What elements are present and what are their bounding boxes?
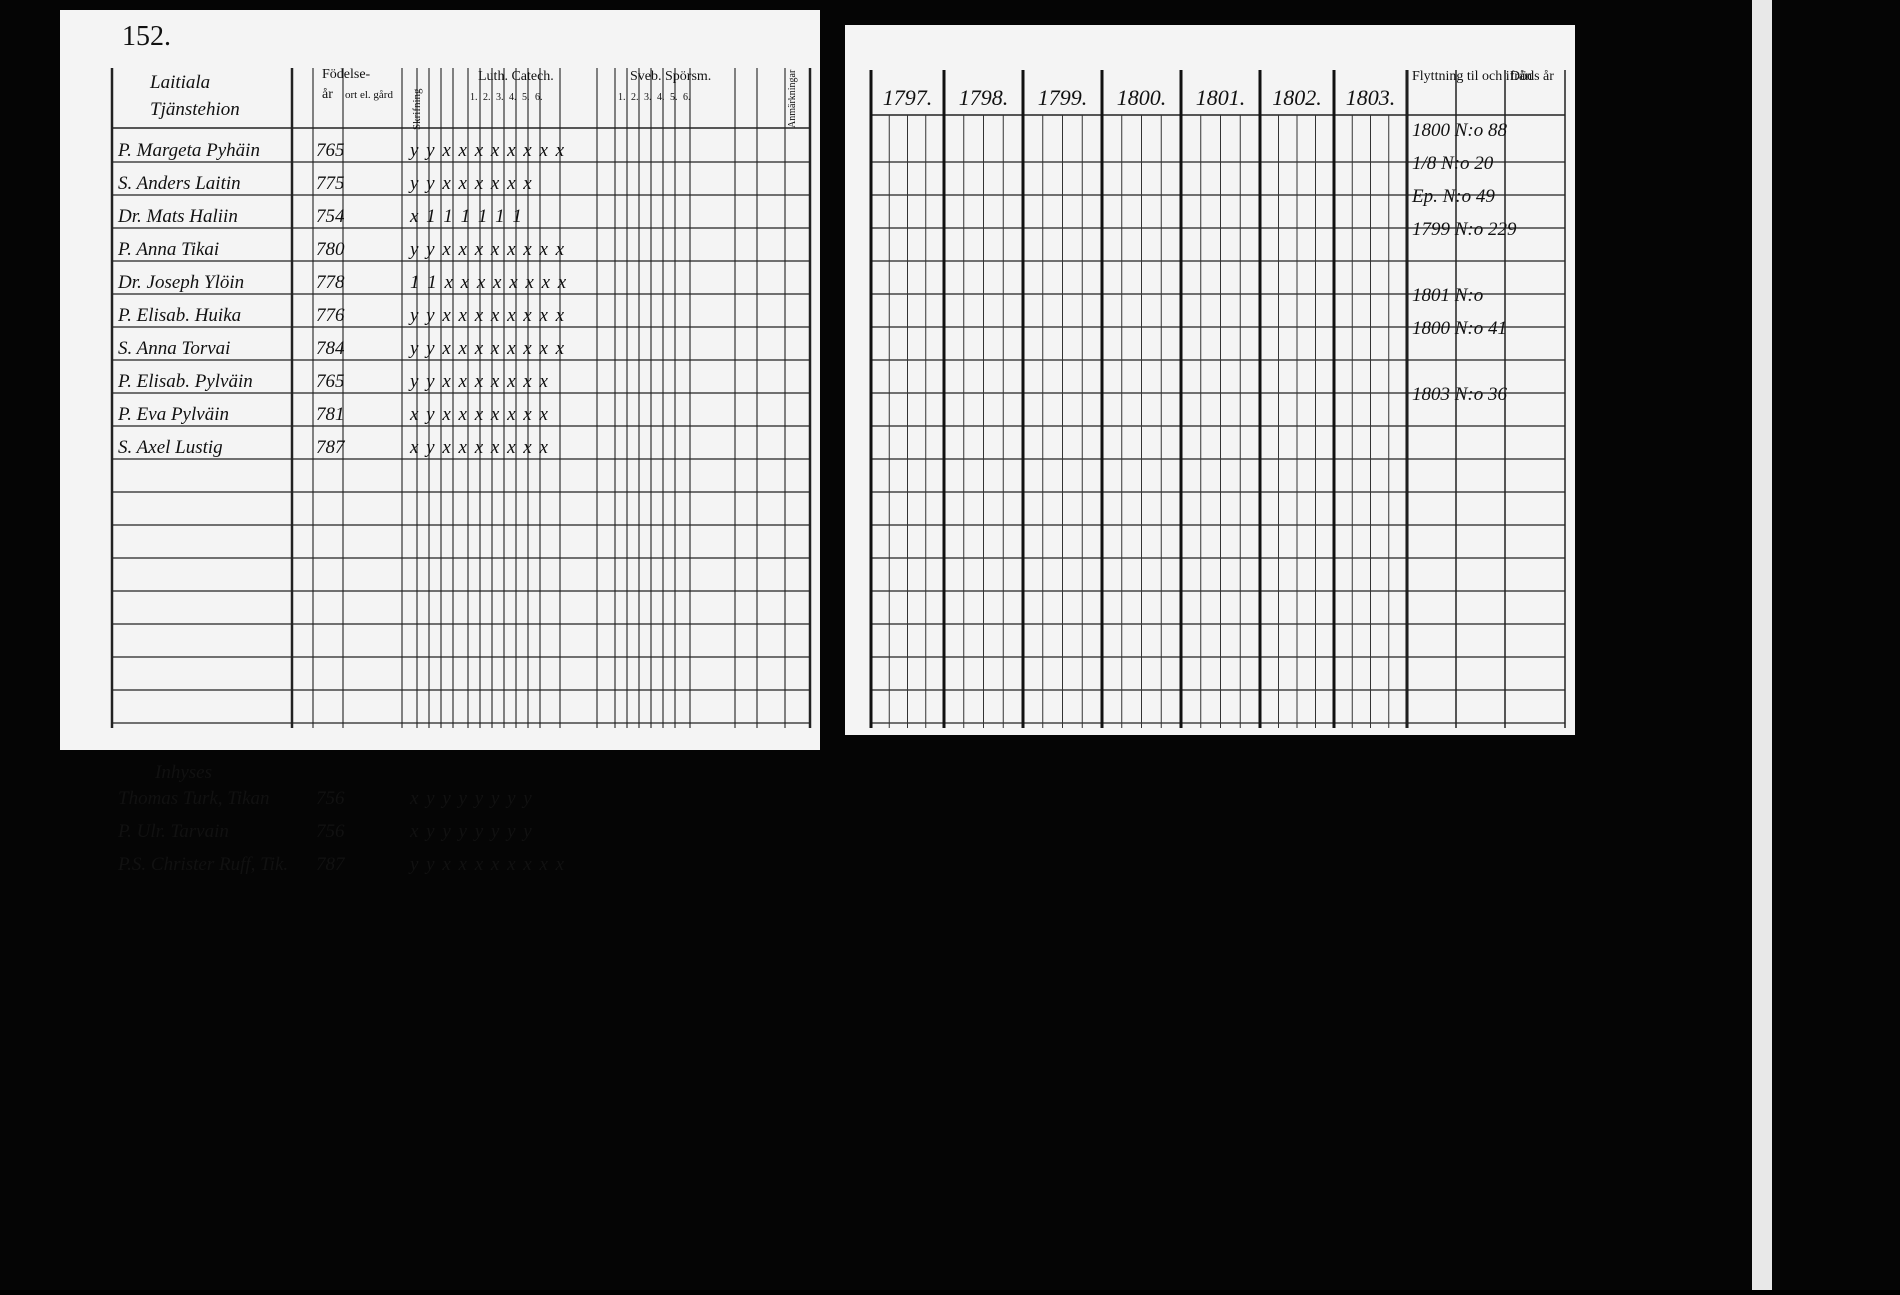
moving-note: 1803 N:o 36 xyxy=(1412,384,1508,405)
catechism-marks: y y x x x x x x x x xyxy=(408,305,566,326)
moving-note: 1800 N:o 88 xyxy=(1412,120,1508,141)
birth-year: 784 xyxy=(316,338,345,359)
header-part: 3. xyxy=(496,92,504,103)
person-name: P.S. Christer Ruff, Tik. xyxy=(117,854,288,875)
catechism-marks: y y x x x x x x xyxy=(408,173,533,194)
year-heading: 1801. xyxy=(1196,85,1246,110)
header-part: 1. xyxy=(618,92,626,103)
birth-year: 787 xyxy=(316,854,346,875)
header-part: 6. xyxy=(535,92,543,103)
birth-year: 756 xyxy=(316,821,345,842)
year-heading: 1802. xyxy=(1272,85,1322,110)
birth-year: 781 xyxy=(316,404,345,425)
birth-year: 775 xyxy=(316,173,345,194)
header-moving: Flyttning til och ifrån xyxy=(1412,69,1532,84)
catechism-marks: x y x x x x x x x xyxy=(409,404,549,425)
person-name: Dr. Joseph Ylöin xyxy=(117,272,244,293)
header-part: 5. xyxy=(670,92,678,103)
right-page xyxy=(845,25,1575,735)
lower-heading: Inhyses xyxy=(154,762,212,783)
birth-year: 778 xyxy=(316,272,345,293)
header-part: 2. xyxy=(631,92,639,103)
catechism-marks: x 1 1 1 1 1 1 xyxy=(409,206,523,227)
person-name: S. Anders Laitin xyxy=(118,173,241,194)
birth-year: 754 xyxy=(316,206,345,227)
year-heading: 1798. xyxy=(959,85,1009,110)
catechism-marks: x y x x x x x x x xyxy=(409,437,549,458)
catechism-marks: 1 1 x x x x x x x x xyxy=(410,272,568,293)
header-part: 1. xyxy=(470,92,478,103)
catechism-marks: y y x x x x x x x x xyxy=(408,140,566,161)
header-part: 4. xyxy=(657,92,665,103)
header-part: 2. xyxy=(483,92,491,103)
person-name: P. Eva Pylväin xyxy=(117,404,229,425)
catechism-marks: x y y y y y y y xyxy=(409,821,533,842)
person-name: P. Margeta Pyhäin xyxy=(117,140,260,161)
header-part: 6. xyxy=(683,92,691,103)
subheading: Tjänstehion xyxy=(150,99,240,120)
person-name: S. Anna Torvai xyxy=(118,338,230,359)
person-name: P. Elisab. Huika xyxy=(117,305,241,326)
grid xyxy=(110,68,1566,728)
moving-note: 1801 N:o xyxy=(1412,285,1483,306)
header-remarks: Anmärkningar xyxy=(787,69,798,128)
person-name: S. Axel Lustig xyxy=(118,437,223,458)
header-part: 5. xyxy=(522,92,530,103)
person-name: P. Elisab. Pylväin xyxy=(117,371,253,392)
header-part: 4. xyxy=(509,92,517,103)
birth-year: 756 xyxy=(316,788,345,809)
header-year: år xyxy=(322,87,333,102)
year-heading: 1800. xyxy=(1117,85,1167,110)
birth-year: 765 xyxy=(316,371,345,392)
catechism-marks: y y x x x x x x x x xyxy=(408,854,566,875)
catechism-marks: x y y y y y y y xyxy=(409,788,533,809)
person-name: Dr. Mats Haliin xyxy=(117,206,238,227)
moving-note: Ep. N:o 49 xyxy=(1411,186,1495,207)
year-heading: 1799. xyxy=(1038,85,1088,110)
moving-note: 1800 N:o 41 xyxy=(1412,318,1507,339)
header-catechism: Luth. Catech. xyxy=(478,69,554,84)
header-birth: Födelse- xyxy=(322,67,371,82)
birth-year: 787 xyxy=(316,437,346,458)
birth-year: 776 xyxy=(316,305,345,326)
header-place: ort el. gård xyxy=(345,89,393,101)
moving-note: 1/8 N:o 20 xyxy=(1412,153,1494,174)
catechism-marks: y y x x x x x x x xyxy=(408,371,549,392)
catechism-marks: y y x x x x x x x x xyxy=(408,338,566,359)
moving-note: 1799 N:o 229 xyxy=(1412,219,1517,240)
left-page xyxy=(60,10,820,750)
birth-year: 765 xyxy=(316,140,345,161)
year-heading: 1797. xyxy=(883,85,933,110)
catechism-marks: y y x x x x x x x x xyxy=(408,239,566,260)
person-name: P. Ulr. Tarvain xyxy=(117,821,229,842)
year-heading: 1803. xyxy=(1346,85,1396,110)
header-reading: Skrifning xyxy=(411,88,423,130)
village: Laitiala xyxy=(149,72,210,93)
person-name: P. Anna Tikai xyxy=(117,239,219,260)
header-death: Döds år xyxy=(1510,69,1554,84)
header-questions: Sveb. Spörsm. xyxy=(630,69,711,84)
header-part: 3. xyxy=(644,92,652,103)
birth-year: 780 xyxy=(316,239,345,260)
person-name: Thomas Turk, Tikan xyxy=(118,788,270,809)
page-number: 152. xyxy=(122,21,171,52)
scan-strip xyxy=(1752,0,1772,1290)
